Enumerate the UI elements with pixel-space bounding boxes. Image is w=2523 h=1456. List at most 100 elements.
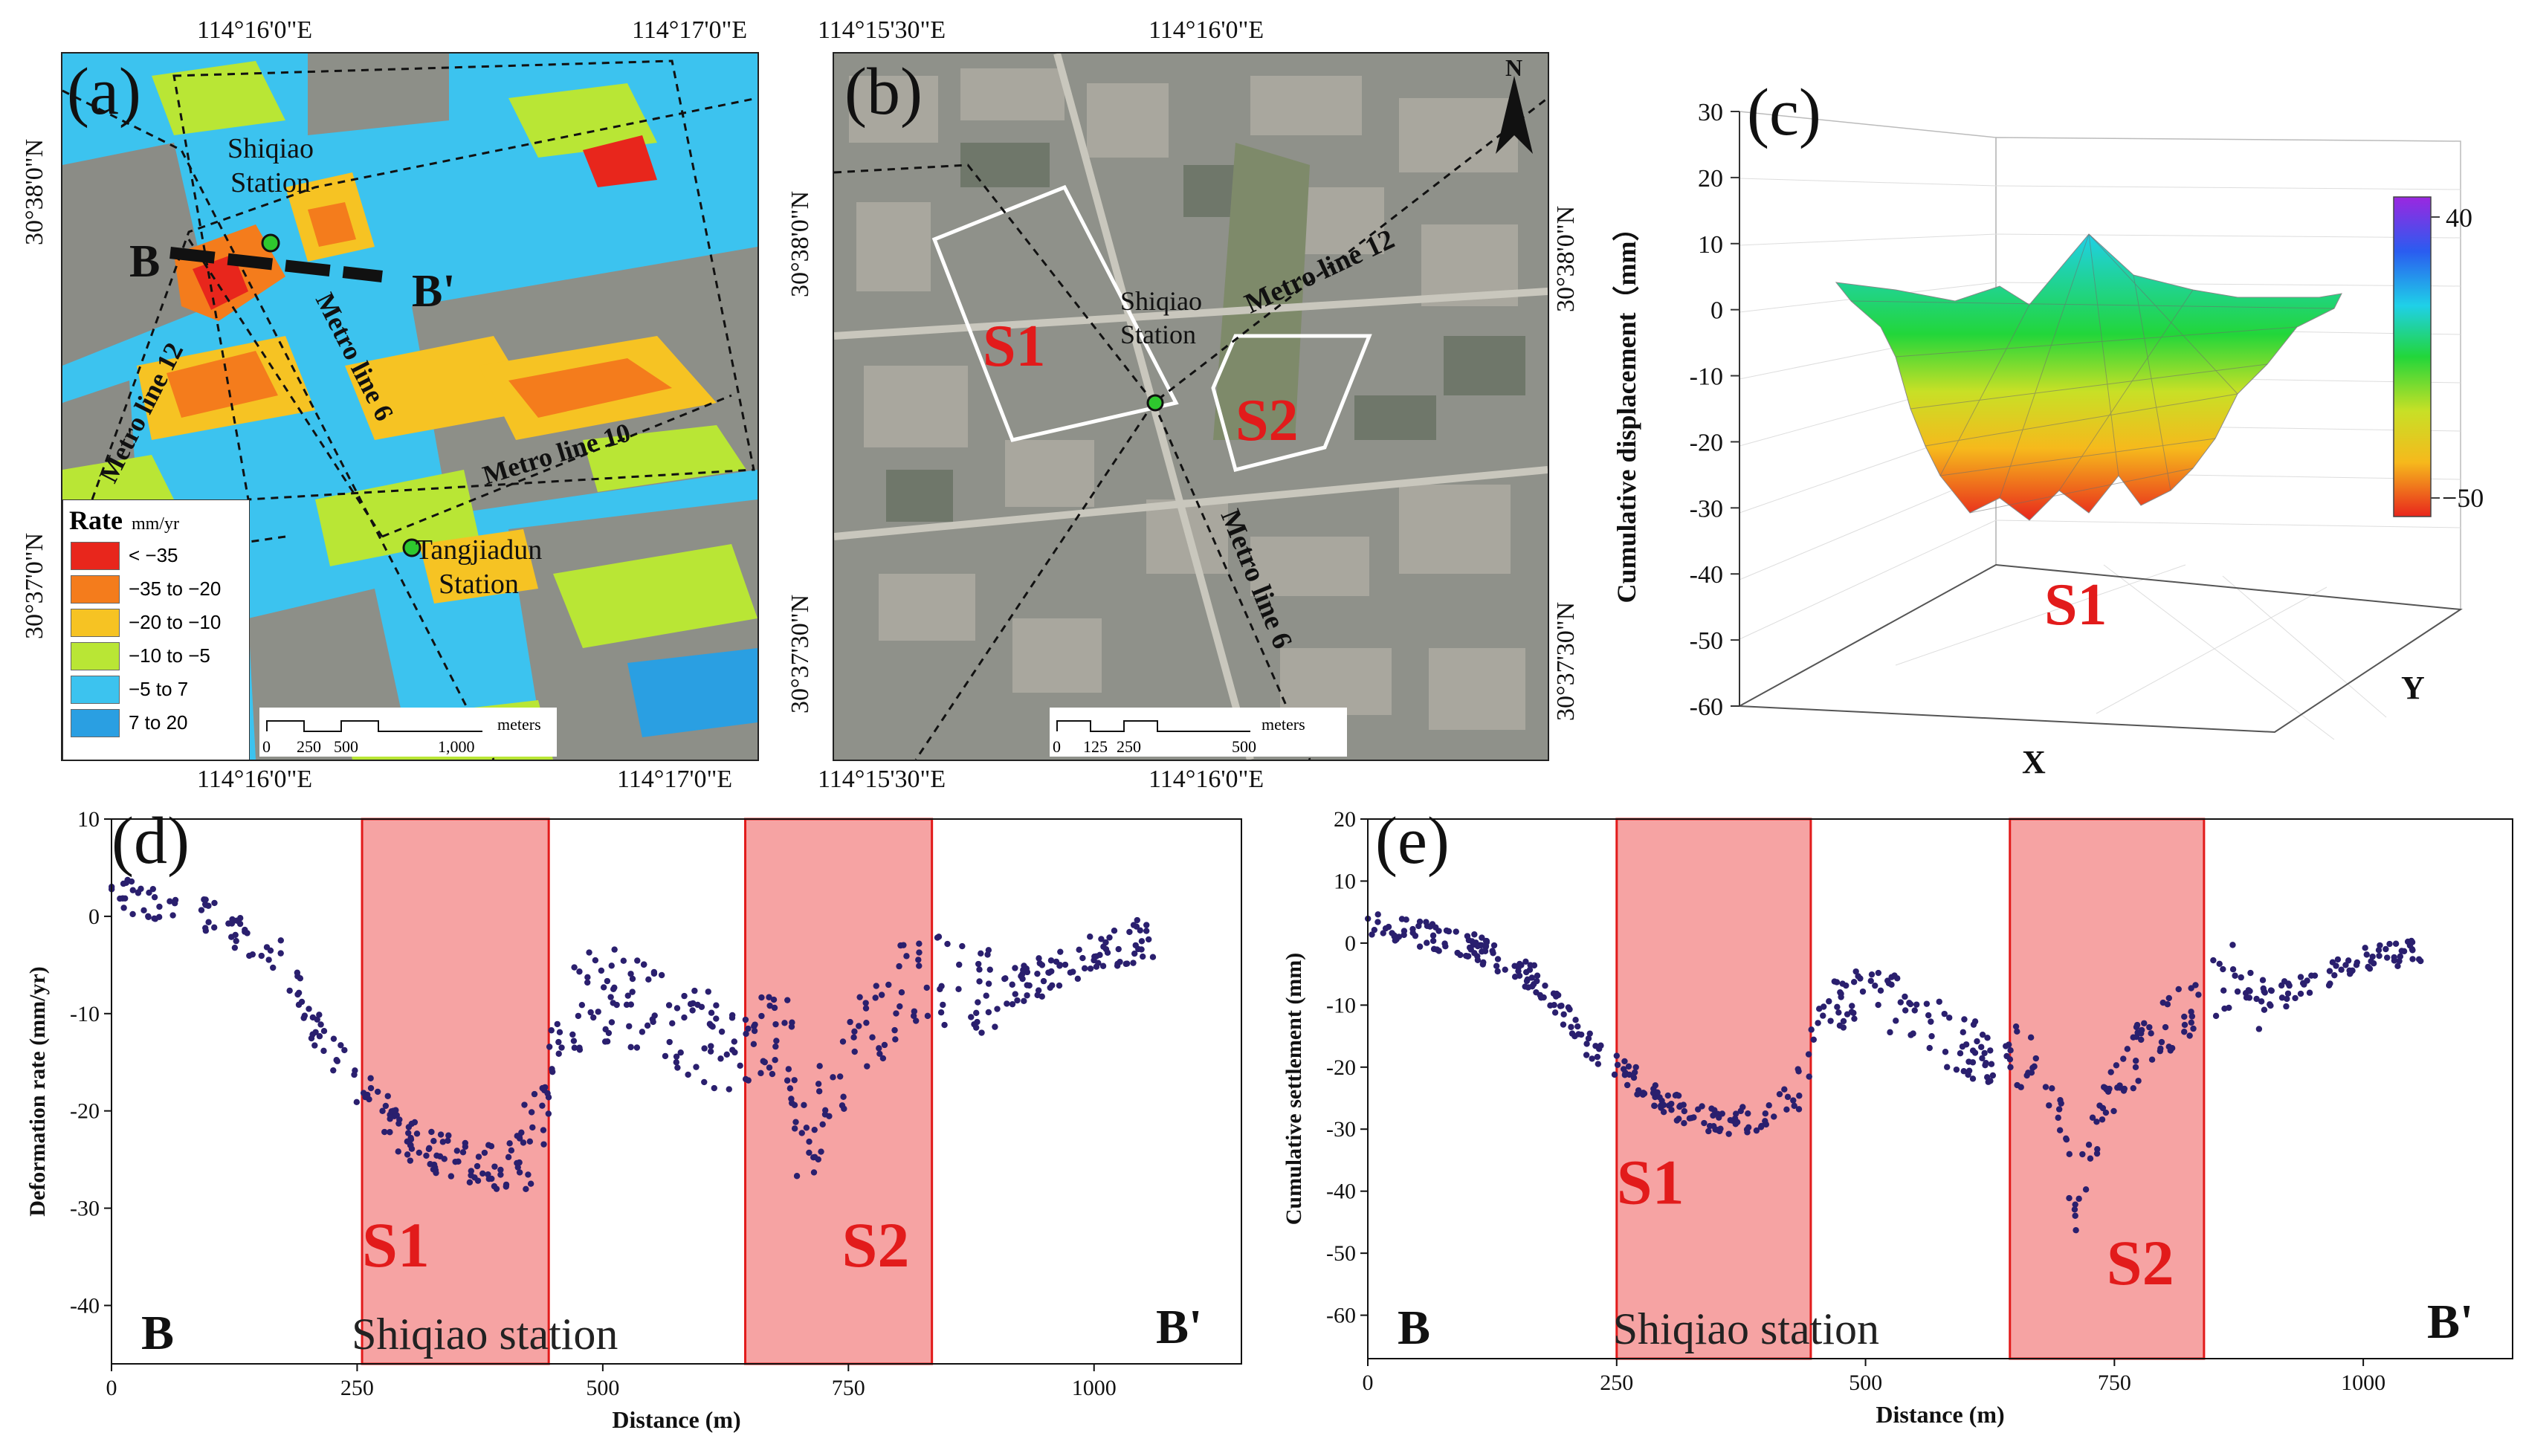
data-point xyxy=(149,885,157,893)
data-point xyxy=(1382,925,1389,932)
data-point xyxy=(1781,1086,1788,1093)
data-point xyxy=(1710,1122,1717,1130)
data-point xyxy=(1981,1049,1988,1057)
legend-label: −5 to 7 xyxy=(129,678,189,700)
data-point xyxy=(839,1038,847,1045)
coord-a-top-1: 114°16'0"E xyxy=(197,16,313,44)
data-point xyxy=(546,1044,553,1050)
data-point xyxy=(1087,965,1094,972)
data-point xyxy=(171,900,178,907)
data-point xyxy=(1979,1055,1986,1061)
data-point xyxy=(1835,1009,1842,1016)
data-point xyxy=(1540,994,1547,1001)
data-point xyxy=(1592,1043,1599,1049)
data-point xyxy=(1744,1129,1751,1136)
data-point xyxy=(246,952,253,960)
coord-b-top-2: 114°16'0"E xyxy=(1149,16,1264,44)
data-point xyxy=(1624,1081,1631,1089)
data-point xyxy=(665,1002,673,1009)
data-point xyxy=(1589,1055,1595,1062)
data-point xyxy=(1586,1030,1593,1037)
data-point xyxy=(1079,954,1086,962)
data-point xyxy=(836,1073,844,1080)
zone-s2-label: S2 xyxy=(2107,1227,2174,1298)
data-point xyxy=(611,984,618,991)
data-point xyxy=(1560,1011,1567,1017)
data-point xyxy=(673,1053,680,1060)
data-point xyxy=(466,1179,474,1186)
data-point xyxy=(2186,1032,2193,1039)
data-point xyxy=(1701,1119,1708,1127)
data-point xyxy=(2181,1029,2188,1035)
data-point xyxy=(2003,1043,2009,1049)
data-point xyxy=(1583,1052,1590,1058)
data-point xyxy=(1731,1115,1739,1122)
y-tick-label: 0 xyxy=(1345,931,1356,956)
data-point xyxy=(2056,1127,2064,1133)
data-point xyxy=(1686,1115,1693,1122)
data-point xyxy=(2188,1019,2194,1026)
data-point xyxy=(1111,928,1118,934)
data-point xyxy=(1430,937,1437,945)
data-point xyxy=(1960,1068,1967,1075)
scale-tick-a: 250 xyxy=(297,737,321,756)
data-point xyxy=(1944,1064,1951,1070)
data-point xyxy=(1974,1038,1980,1045)
x-axis-label-c: X xyxy=(2022,744,2046,780)
data-point xyxy=(978,950,984,957)
legend-item: −5 to 7 xyxy=(63,673,249,706)
data-point xyxy=(1978,1044,1985,1050)
z-tick-label: -40 xyxy=(1690,561,1723,589)
data-point xyxy=(742,1016,749,1023)
data-point xyxy=(2334,956,2342,963)
data-point xyxy=(2093,1150,2101,1157)
data-point xyxy=(1374,919,1381,925)
data-point xyxy=(128,878,135,885)
data-point xyxy=(984,951,991,958)
data-point xyxy=(839,1102,846,1109)
scale-tick-b: 250 xyxy=(1117,737,1141,756)
data-point xyxy=(2029,1064,2036,1071)
data-point xyxy=(1984,1074,1991,1081)
legend-item: −20 to −10 xyxy=(63,606,249,639)
data-point xyxy=(1969,1059,1977,1066)
data-point xyxy=(1012,991,1018,997)
data-point xyxy=(685,1071,691,1078)
y-tick-label: -10 xyxy=(1326,993,1356,1017)
data-point xyxy=(1651,1102,1658,1110)
data-point xyxy=(850,1034,857,1041)
data-points xyxy=(1364,911,2424,1234)
scale-bar-b: meters 0 125 250 500 xyxy=(1050,708,1347,757)
data-point xyxy=(645,976,652,983)
data-point xyxy=(2261,989,2268,996)
data-point xyxy=(265,957,272,963)
data-point xyxy=(938,983,945,990)
data-point xyxy=(1140,953,1146,960)
data-point xyxy=(658,971,665,979)
data-point xyxy=(308,1035,315,1042)
data-point xyxy=(900,942,907,948)
data-point xyxy=(1490,942,1498,949)
data-point xyxy=(1024,992,1030,999)
data-point xyxy=(872,994,879,1001)
data-point xyxy=(2376,952,2383,960)
scale-tick-b: 125 xyxy=(1083,737,1108,756)
data-point xyxy=(1482,942,1490,950)
data-point xyxy=(1062,961,1069,968)
data-point xyxy=(784,1077,791,1084)
data-point xyxy=(2278,982,2285,989)
data-point xyxy=(608,1019,616,1026)
data-point xyxy=(2089,1114,2096,1121)
data-point xyxy=(898,989,905,996)
data-point xyxy=(578,1001,586,1009)
data-point xyxy=(341,1046,348,1054)
legend-swatch xyxy=(71,641,120,670)
data-point xyxy=(267,947,274,954)
data-point xyxy=(314,1016,320,1023)
data-point xyxy=(1403,916,1409,923)
data-point xyxy=(1479,948,1485,955)
data-point xyxy=(445,1132,452,1139)
y-tick-label: -30 xyxy=(70,1197,100,1221)
data-point xyxy=(1566,1006,1573,1013)
data-point xyxy=(1660,1101,1667,1108)
